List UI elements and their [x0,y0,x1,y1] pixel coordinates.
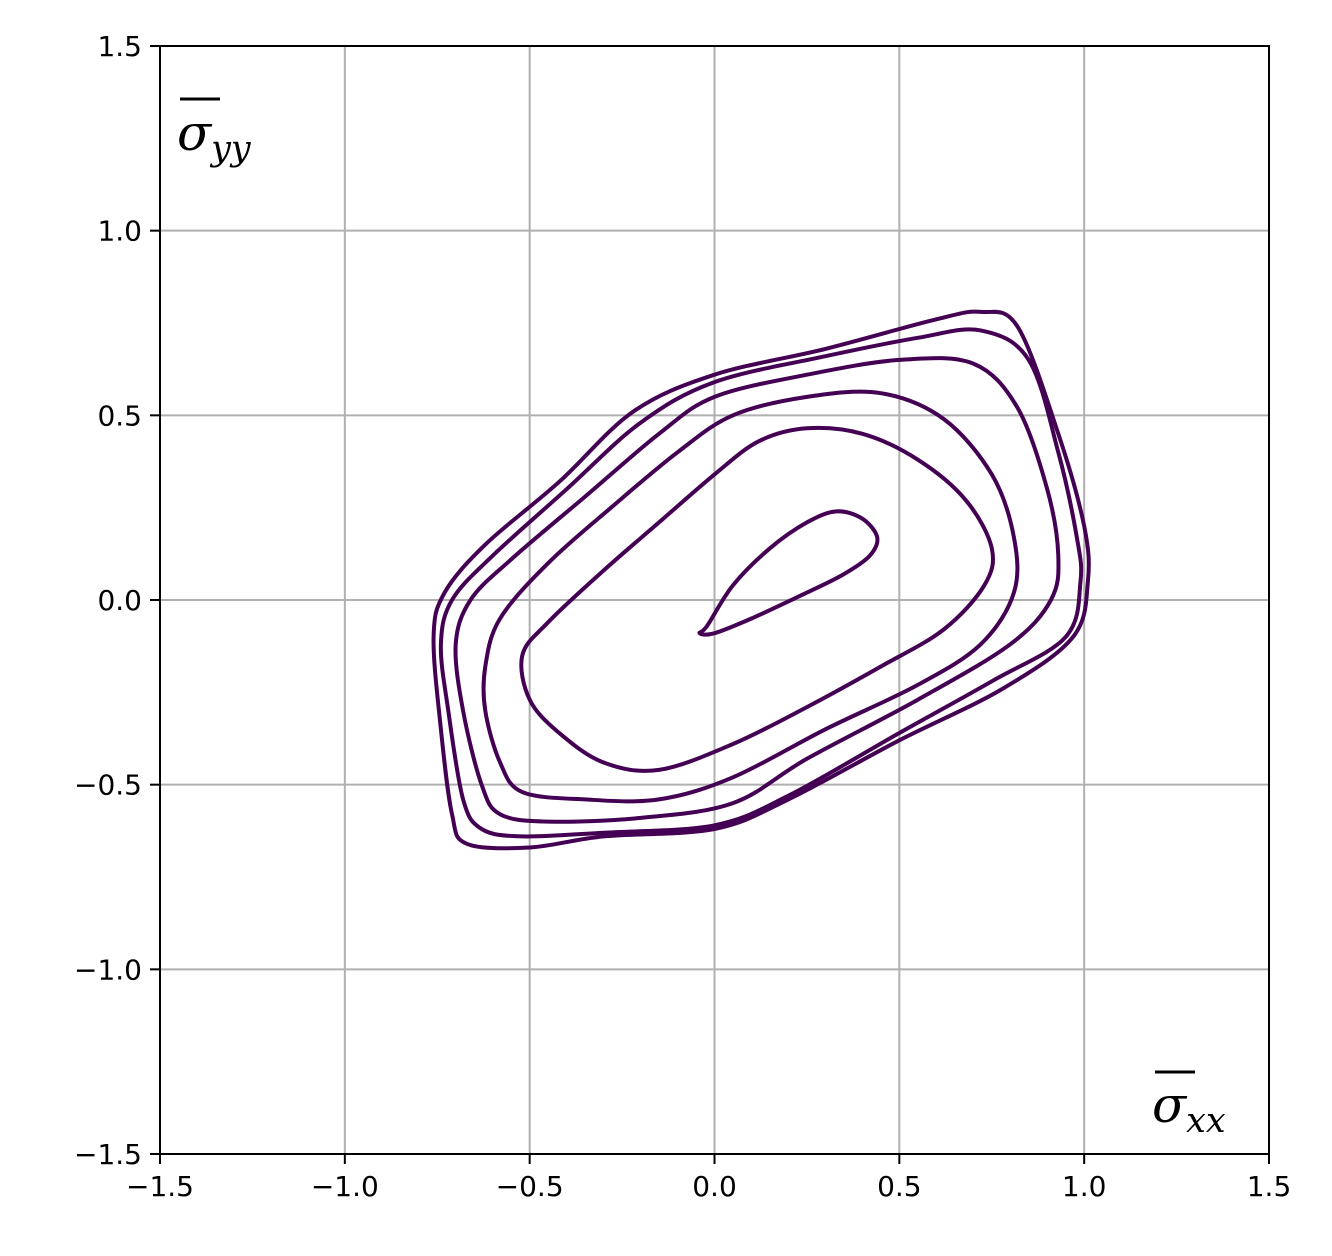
x-axis-label-base: σ [1152,1076,1188,1134]
y-tick-label: −0.5 [74,769,142,802]
y-tick-label: −1.0 [74,953,142,986]
contour-lines [431,309,1091,851]
contour-line-1 [697,509,880,637]
svg-text:σxx: σxx [1152,1076,1226,1141]
y-tick-label: 0.5 [97,399,142,432]
y-axis-label: σyy [177,97,252,169]
contour-line-4 [453,356,1061,824]
x-axis-label-subscript: xx [1186,1101,1226,1141]
contour-line-3 [481,389,1020,804]
contour-line-6 [431,309,1091,851]
contour-line-2 [519,425,996,773]
x-axis-ticks: −1.5 −1.0 −0.5 0.0 0.5 1.0 1.5 [126,1154,1291,1203]
x-tick-label: 1.5 [1247,1170,1292,1203]
x-tick-label: −1.5 [126,1170,194,1203]
y-tick-label: 0.0 [97,584,142,617]
x-tick-label: 0.5 [877,1170,922,1203]
y-axis-label-subscript: yy [209,129,252,169]
x-tick-label: 0.0 [692,1170,737,1203]
x-tick-label: 1.0 [1062,1170,1107,1203]
y-tick-label: 1.0 [97,215,142,248]
x-tick-label: −1.0 [311,1170,379,1203]
y-tick-label: −1.5 [74,1138,142,1171]
x-tick-label: −0.5 [496,1170,564,1203]
y-axis-label-base: σ [177,104,213,162]
y-tick-label: 1.5 [97,30,142,63]
x-axis-label: σxx [1152,1070,1226,1141]
contour-line-5 [438,327,1084,839]
y-axis-ticks: −1.5 −1.0 −0.5 0.0 0.5 1.0 1.5 [74,30,160,1171]
svg-text:σyy: σyy [177,104,252,169]
